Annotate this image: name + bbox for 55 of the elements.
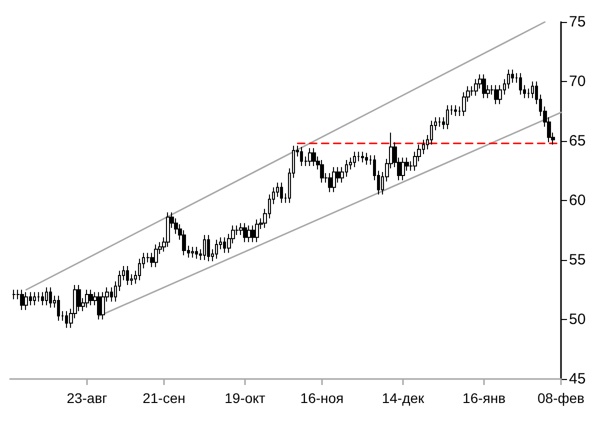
candlestick (454, 104, 457, 117)
candlestick (519, 72, 522, 96)
candlestick (166, 212, 170, 248)
candlestick (101, 292, 105, 320)
candlestick (243, 222, 247, 243)
candlestick (255, 219, 259, 243)
candlestick (57, 295, 60, 322)
x-tick-label: 19-окт (224, 390, 266, 406)
x-tick-label: 08-фев (538, 390, 584, 406)
candlestick (24, 292, 28, 310)
y-tick-label: 70 (569, 73, 586, 90)
candlestick (430, 120, 433, 146)
y-tick-label: 65 (569, 132, 586, 150)
x-tick-label: 16-ноя (300, 390, 344, 406)
candlestick (365, 152, 368, 166)
candlestick (207, 234, 210, 262)
candlestick (308, 148, 312, 166)
candlestick (215, 239, 218, 260)
candlestick (203, 234, 206, 260)
candlestick (33, 292, 36, 306)
candlestick (280, 182, 283, 204)
y-tick-label: 60 (569, 192, 586, 209)
candlestick (494, 84, 498, 105)
candlestick (37, 292, 40, 302)
candlestick (332, 166, 336, 193)
candlestick (247, 224, 251, 243)
candlestick (97, 292, 101, 320)
x-tick-label: 23-авг (66, 390, 108, 406)
candlestick (353, 151, 356, 168)
candlestick (438, 116, 441, 128)
x-tick-label: 16-янв (462, 390, 506, 406)
candlestick (401, 157, 405, 181)
x-tick-label: 21-сен (142, 390, 186, 406)
candlestick (446, 104, 449, 130)
candlestick (85, 289, 89, 308)
y-tick-label: 75 (569, 14, 586, 30)
candlestick (474, 78, 478, 96)
candlestick (482, 74, 486, 99)
candlestick (12, 289, 16, 300)
candlestick (41, 292, 44, 306)
y-tick-label: 45 (569, 370, 586, 388)
x-tick-label: 14-дек (382, 390, 426, 406)
y-tick-label: 55 (569, 252, 586, 268)
candlestick (320, 160, 324, 184)
candlestick (191, 246, 194, 258)
candlestick (49, 286, 52, 308)
candlestick (20, 289, 24, 310)
y-tick-label: 50 (569, 311, 586, 328)
candlestick (45, 286, 48, 306)
candlestick (126, 265, 129, 286)
candlestick (154, 244, 158, 268)
candlestick (361, 151, 364, 163)
candlestick (195, 246, 198, 260)
candlestick (89, 289, 93, 306)
candlestick (312, 148, 316, 166)
